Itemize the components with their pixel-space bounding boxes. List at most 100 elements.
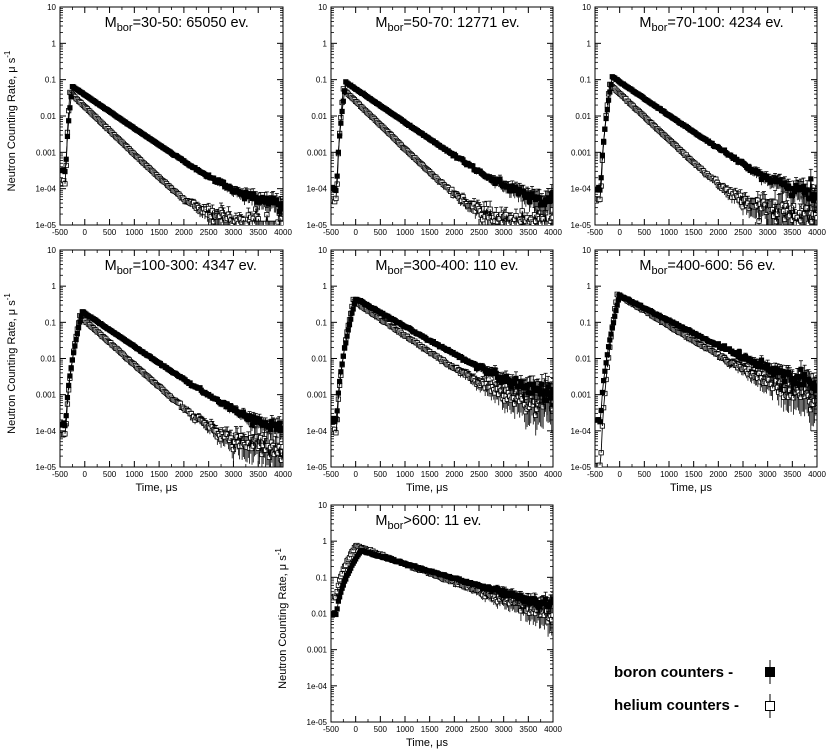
x-tick-label: 3500 (783, 228, 801, 237)
panel-3: 1e-05 1e-04 0.001 0.01 0.1 1 10 -500 0 500 1000 150… (571, 3, 827, 237)
panel-title-rest: =100-300: 4347 ev. (133, 258, 257, 274)
data-point (497, 176, 503, 182)
y-tick-label: 10 (47, 246, 56, 255)
x-tick-label: 3500 (519, 228, 537, 237)
data-point (814, 194, 817, 200)
y-tick-label: 0.01 (311, 355, 327, 364)
x-tick-label: 500 (103, 470, 117, 479)
y-axis-label-superscript: -1 (3, 50, 12, 58)
series-boron (331, 79, 553, 218)
x-tick-label: 1500 (150, 228, 168, 237)
y-tick-label: 1e-04 (307, 427, 328, 436)
x-tick-label: -500 (323, 228, 340, 237)
x-tick-label: -500 (587, 228, 604, 237)
x-tick-label: 3000 (495, 228, 513, 237)
x-tick-label: 3000 (225, 470, 243, 479)
y-tick-label: 1e-05 (307, 221, 328, 230)
x-tick-label: 2500 (470, 228, 488, 237)
y-tick-label: 0.001 (307, 391, 328, 400)
y-tick-label: 1e-05 (571, 221, 592, 230)
series-line (337, 135, 341, 153)
y-tick-label: 1 (587, 39, 592, 48)
x-tick-label: -500 (323, 470, 340, 479)
y-tick-label: 1 (52, 39, 57, 48)
series-line (65, 397, 68, 416)
y-tick-label: 1e-04 (307, 185, 328, 194)
panel-title-main: M (639, 15, 651, 31)
y-tick-label: 1e-05 (307, 463, 328, 472)
x-tick-label: 500 (103, 228, 117, 237)
panel-1: 1e-05 1e-04 0.001 0.01 0.1 1 10 -500 0 500 1000 150… (3, 3, 292, 237)
panel-title-main: M (375, 258, 387, 274)
y-tick-label: 0.01 (575, 112, 591, 121)
x-tick-label: 1000 (660, 228, 678, 237)
panel-title-main: M (375, 15, 387, 31)
x-tick-label: 2500 (734, 228, 752, 237)
x-tick-label: 3000 (225, 228, 243, 237)
data-point (280, 426, 283, 432)
panel-title: Mbor=300-400: 110 ev. (375, 258, 518, 277)
y-tick-label: 1e-05 (36, 221, 57, 230)
panel-title-rest: =300-400: 110 ev. (403, 258, 518, 274)
x-tick-label: -500 (52, 470, 69, 479)
data-point (280, 206, 283, 212)
y-tick-label: 10 (318, 246, 327, 255)
panel-title: Mbor=100-300: 4347 ev. (105, 258, 257, 277)
x-tick-label: 0 (353, 470, 358, 479)
y-tick-label: 0.01 (40, 112, 56, 121)
y-tick-label: 10 (318, 3, 327, 12)
y-axis-label-text: Neutron Counting Rate, μ s (6, 57, 18, 191)
x-tick-label: 1500 (150, 470, 168, 479)
y-axis-label-superscript: -1 (3, 293, 12, 301)
y-tick-label: 0.1 (45, 76, 57, 85)
series-boron (595, 74, 817, 215)
panel-5: 1e-05 1e-04 0.001 0.01 0.1 1 10 -500 0 500 1000 150… (307, 246, 563, 494)
x-tick-label: 3500 (519, 470, 537, 479)
x-tick-label: 1500 (421, 470, 439, 479)
x-tick-label: 1500 (685, 228, 703, 237)
x-tick-label: 2000 (175, 228, 193, 237)
x-tick-label: 1500 (421, 228, 439, 237)
y-tick-label: 0.01 (40, 355, 56, 364)
x-tick-label: -500 (52, 228, 69, 237)
x-tick-label: 3000 (495, 470, 513, 479)
data-series (331, 296, 553, 436)
y-tick-label: 1 (52, 282, 57, 291)
legend: boron counters - helium counters - (614, 660, 775, 718)
panel-title-main: M (105, 258, 117, 274)
x-axis-label: Time, μs (136, 482, 178, 494)
data-point (73, 336, 79, 343)
data-series (331, 79, 553, 225)
plot-frame (59, 249, 284, 468)
x-tick-label: 2000 (445, 228, 463, 237)
series-helium (331, 296, 553, 436)
x-tick-label: 2500 (200, 470, 218, 479)
panel-title-subscript: bor (387, 22, 403, 34)
y-tick-label: 1e-04 (36, 185, 57, 194)
x-tick-label: 3500 (249, 470, 267, 479)
y-tick-label: 10 (582, 3, 591, 12)
data-series (60, 309, 283, 467)
x-tick-label: 2000 (175, 470, 193, 479)
x-tick-label: 2000 (709, 228, 727, 237)
data-point (550, 197, 553, 203)
x-tick-label: 0 (617, 228, 622, 237)
series-line (65, 136, 68, 160)
x-tick-label: 2500 (470, 470, 488, 479)
y-tick-label: 0.1 (316, 76, 328, 85)
y-tick-label: 1 (323, 39, 328, 48)
data-point (814, 215, 817, 221)
y-tick-label: 1 (323, 282, 328, 291)
panel-title: Mbor=50-70: 12771 ev. (375, 15, 519, 34)
legend-marker (765, 701, 775, 711)
y-tick-label: 0.01 (311, 112, 327, 121)
x-tick-label: 500 (374, 228, 388, 237)
y-tick-label: 0.001 (36, 391, 57, 400)
x-tick-label: 1000 (396, 228, 414, 237)
x-tick-label: 4000 (274, 470, 292, 479)
x-tick-label: 2500 (200, 228, 218, 237)
x-tick-label: 0 (353, 228, 358, 237)
series-line (336, 152, 339, 177)
y-tick-label: 0.001 (307, 148, 328, 157)
